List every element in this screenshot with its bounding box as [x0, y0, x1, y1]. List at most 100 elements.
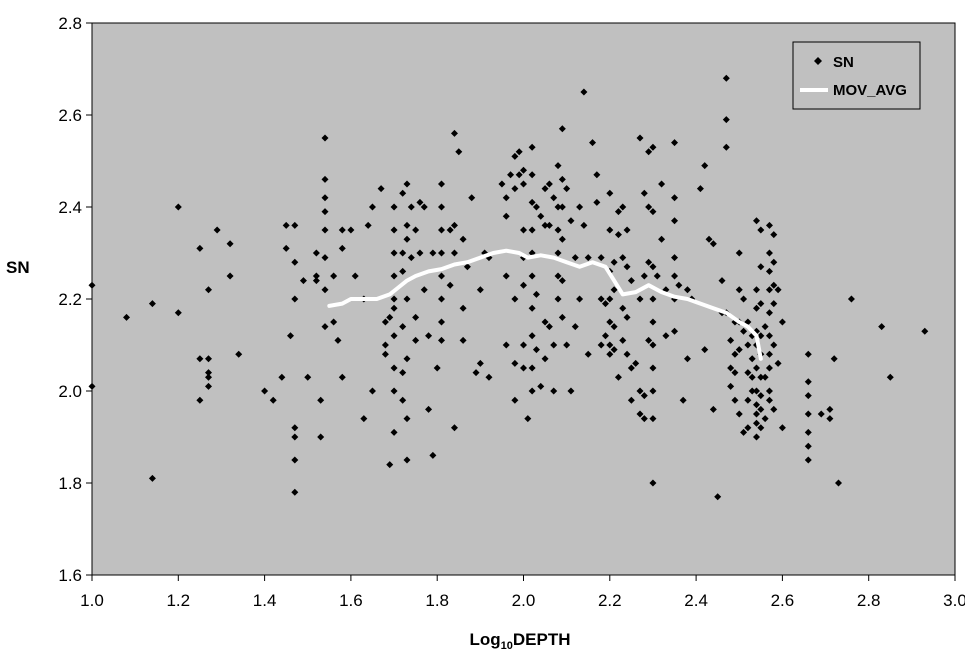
- data-point: [554, 226, 562, 234]
- data-point: [438, 272, 446, 280]
- data-point: [429, 451, 437, 459]
- data-point: [727, 364, 735, 372]
- data-point: [597, 295, 605, 303]
- data-point: [278, 373, 286, 381]
- data-point: [765, 350, 773, 358]
- data-point: [558, 125, 566, 133]
- data-point: [770, 258, 778, 266]
- data-point: [291, 221, 299, 229]
- data-point: [291, 488, 299, 496]
- data-point: [761, 373, 769, 381]
- data-point: [399, 249, 407, 257]
- x-tick-label: 3.0: [943, 591, 965, 610]
- data-point: [205, 369, 213, 377]
- data-point: [498, 180, 506, 188]
- data-point: [614, 208, 622, 216]
- data-point: [485, 373, 493, 381]
- data-point: [601, 332, 609, 340]
- data-point: [778, 424, 786, 432]
- x-axis: 1.0 1.2 1.4 1.6 1.8 2.0 2.2 2.4 2.6 2.8 3.0: [80, 575, 965, 610]
- data-point: [804, 392, 812, 400]
- data-point: [804, 456, 812, 464]
- legend-marker-sn: [814, 57, 822, 65]
- data-point: [804, 428, 812, 436]
- data-point: [321, 323, 329, 331]
- data-point: [740, 428, 748, 436]
- data-point: [286, 332, 294, 340]
- data-point: [627, 396, 635, 404]
- data-point: [580, 221, 588, 229]
- data-point: [537, 382, 545, 390]
- data-point: [377, 185, 385, 193]
- data-point: [403, 415, 411, 423]
- data-point: [571, 323, 579, 331]
- data-point: [291, 433, 299, 441]
- data-point: [123, 313, 131, 321]
- data-point: [671, 272, 679, 280]
- data-point: [580, 88, 588, 96]
- data-point: [545, 180, 553, 188]
- data-point: [368, 387, 376, 395]
- data-point: [390, 226, 398, 234]
- data-point: [528, 198, 536, 206]
- data-point: [381, 318, 389, 326]
- data-point: [765, 396, 773, 404]
- data-point: [321, 226, 329, 234]
- data-point: [765, 267, 773, 275]
- data-point: [740, 327, 748, 335]
- data-point: [386, 461, 394, 469]
- data-point: [765, 332, 773, 340]
- data-point: [476, 286, 484, 294]
- data-point: [847, 295, 855, 303]
- data-point: [834, 479, 842, 487]
- data-point: [532, 346, 540, 354]
- data-point: [412, 336, 420, 344]
- legend-label-mov-avg: MOV_AVG: [833, 82, 907, 99]
- data-point: [826, 405, 834, 413]
- data-point: [804, 410, 812, 418]
- data-point: [213, 226, 221, 234]
- data-point: [671, 327, 679, 335]
- data-point: [735, 249, 743, 257]
- data-point: [446, 281, 454, 289]
- data-point: [774, 286, 782, 294]
- data-point: [606, 341, 614, 349]
- data-point: [403, 235, 411, 243]
- data-point: [338, 373, 346, 381]
- y-tick-label: 1.8: [58, 474, 82, 493]
- data-point: [438, 203, 446, 211]
- data-point: [671, 139, 679, 147]
- data-point: [174, 309, 182, 317]
- data-point: [653, 272, 661, 280]
- data-point: [722, 143, 730, 151]
- data-point: [640, 392, 648, 400]
- data-point: [619, 254, 627, 262]
- data-point: [610, 323, 618, 331]
- data-point: [446, 226, 454, 234]
- data-point: [554, 295, 562, 303]
- data-point: [403, 180, 411, 188]
- x-tick-label: 1.4: [253, 591, 277, 610]
- data-point: [351, 272, 359, 280]
- data-point: [636, 387, 644, 395]
- data-point: [364, 221, 372, 229]
- data-point: [584, 254, 592, 262]
- data-point: [554, 272, 562, 280]
- data-point: [662, 332, 670, 340]
- legend-box: [792, 41, 921, 110]
- data-point: [886, 373, 894, 381]
- data-point: [748, 387, 756, 395]
- data-point: [520, 180, 527, 188]
- data-point: [610, 286, 618, 294]
- data-point: [619, 203, 627, 211]
- data-point: [649, 263, 657, 271]
- data-point: [390, 203, 398, 211]
- x-axis-title-prefix: Log: [469, 630, 500, 649]
- data-point: [584, 350, 592, 358]
- data-point: [778, 318, 786, 326]
- data-point: [291, 424, 299, 432]
- x-tick-label: 2.8: [857, 591, 881, 610]
- data-point: [528, 143, 536, 151]
- x-tick-label: 1.6: [339, 591, 363, 610]
- legend: SN MOV_AVG: [792, 41, 921, 110]
